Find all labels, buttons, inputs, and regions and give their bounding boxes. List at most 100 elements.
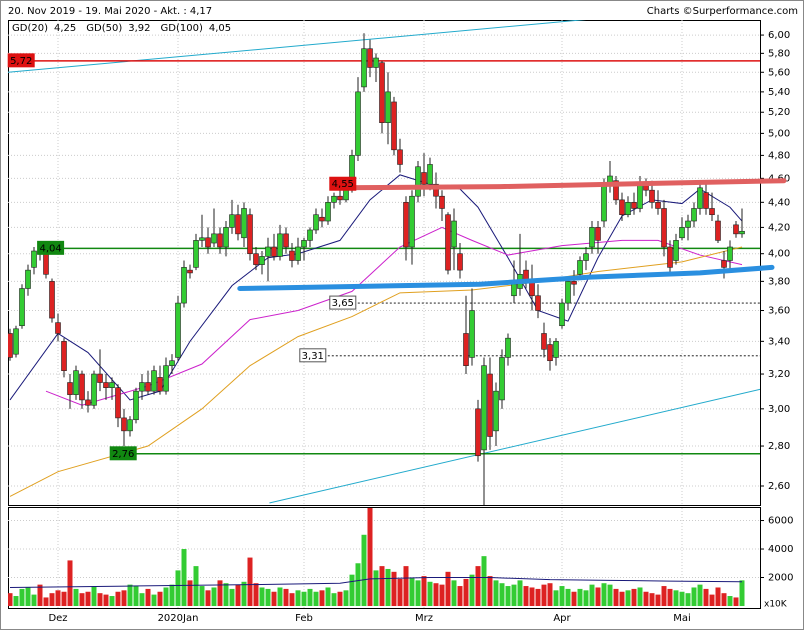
volume-bar bbox=[637, 587, 643, 606]
volume-bar bbox=[397, 578, 403, 606]
candle-body bbox=[463, 333, 469, 366]
trendline bbox=[8, 20, 587, 73]
level-label-box bbox=[37, 240, 65, 255]
volume-bar bbox=[349, 574, 355, 606]
candle-body bbox=[325, 202, 331, 222]
volume-bar bbox=[439, 584, 445, 606]
volume-bar bbox=[373, 570, 379, 606]
candle-body bbox=[295, 246, 301, 261]
candle-body bbox=[337, 195, 343, 201]
volume-bar bbox=[541, 584, 547, 606]
volume-bar bbox=[49, 593, 55, 606]
volume-bar bbox=[355, 563, 361, 606]
candle-body bbox=[691, 208, 697, 222]
candle-body bbox=[385, 91, 391, 124]
candle-body bbox=[253, 253, 259, 265]
candle-body bbox=[685, 220, 691, 228]
candle-body bbox=[265, 246, 271, 257]
candle-body bbox=[169, 360, 175, 366]
level-label-box bbox=[299, 348, 327, 363]
y-tick-label: 3,60 bbox=[768, 306, 790, 317]
legend-value: 4,05 bbox=[209, 23, 231, 34]
candle-body bbox=[97, 373, 103, 383]
volume-bar bbox=[367, 508, 373, 606]
volume-bar bbox=[151, 594, 157, 606]
level-label-box bbox=[109, 446, 137, 461]
candle-body bbox=[55, 322, 61, 334]
candle-body bbox=[355, 91, 361, 156]
volume-bar bbox=[289, 593, 295, 606]
volume-bar bbox=[739, 580, 745, 606]
candle-body bbox=[547, 344, 553, 362]
candle-body bbox=[205, 237, 211, 248]
y-tick-label: 4,80 bbox=[768, 150, 790, 161]
volume-bar bbox=[511, 584, 517, 606]
candle-body bbox=[43, 253, 49, 275]
candle-body bbox=[259, 256, 265, 265]
candle-body bbox=[313, 214, 319, 231]
volume-bar bbox=[421, 576, 427, 606]
candle-body bbox=[613, 180, 619, 201]
level-label: 2,76 bbox=[112, 449, 134, 460]
candle-body bbox=[391, 101, 397, 151]
volume-bar bbox=[433, 583, 439, 606]
volume-bar bbox=[601, 583, 607, 606]
volume-bar bbox=[385, 568, 391, 606]
volume-bar bbox=[259, 587, 265, 606]
volume-bar bbox=[619, 591, 625, 606]
legend-name: GD(100) bbox=[161, 23, 203, 34]
candle-body bbox=[283, 233, 289, 248]
candle-body bbox=[493, 390, 499, 432]
volume-bar bbox=[277, 587, 283, 606]
volume-panel bbox=[8, 507, 761, 609]
volume-bar bbox=[487, 576, 493, 606]
candle-body bbox=[181, 267, 187, 304]
candle-body bbox=[301, 240, 307, 248]
y-tick-label: 5,00 bbox=[768, 128, 790, 139]
candle-body bbox=[109, 382, 115, 388]
volume-bar bbox=[121, 590, 127, 606]
volume-bar bbox=[451, 580, 457, 606]
y-tick-label: 5,60 bbox=[768, 67, 790, 78]
volume-bar bbox=[379, 566, 385, 606]
volume-bar bbox=[589, 584, 595, 606]
chart-title: 20. Nov 2019 - 19. Mai 2020 - Akt. : 4,1… bbox=[8, 6, 212, 17]
volume-bar bbox=[649, 593, 655, 606]
candle-body bbox=[637, 183, 643, 209]
candle-body bbox=[733, 224, 739, 235]
volume-bar bbox=[667, 588, 673, 606]
volume-bar bbox=[571, 591, 577, 606]
candle-body bbox=[163, 365, 169, 392]
volume-bar bbox=[331, 593, 337, 606]
volume-bar bbox=[67, 560, 73, 606]
candle-body bbox=[499, 357, 505, 401]
candle-body bbox=[529, 281, 535, 297]
price-panel bbox=[8, 20, 761, 506]
volume-bar bbox=[37, 584, 43, 606]
volume-bar bbox=[655, 594, 661, 606]
volume-bar bbox=[409, 577, 415, 606]
candle-body bbox=[697, 187, 703, 209]
volume-bar bbox=[523, 586, 529, 606]
moving-average bbox=[9, 246, 743, 497]
candle-body bbox=[439, 195, 445, 209]
candle-body bbox=[49, 281, 55, 319]
y-tick-label: 2,80 bbox=[768, 441, 790, 452]
candle-body bbox=[25, 269, 31, 289]
candle-body bbox=[457, 253, 463, 271]
candle-body bbox=[271, 246, 277, 257]
candle-body bbox=[373, 57, 379, 68]
candle-body bbox=[601, 183, 607, 222]
volume-bar bbox=[43, 597, 49, 606]
candle-body bbox=[139, 382, 145, 392]
volume-bar bbox=[337, 591, 343, 606]
volume-bar bbox=[31, 594, 37, 606]
x-tick-label: Mrz bbox=[415, 613, 433, 624]
volume-bar bbox=[91, 586, 97, 606]
candle-body bbox=[649, 189, 655, 203]
volume-bar bbox=[313, 591, 319, 606]
x-tick-label: Feb bbox=[295, 613, 313, 624]
volume-bar bbox=[283, 588, 289, 606]
candle-body bbox=[631, 202, 637, 209]
candle-body bbox=[655, 202, 661, 209]
